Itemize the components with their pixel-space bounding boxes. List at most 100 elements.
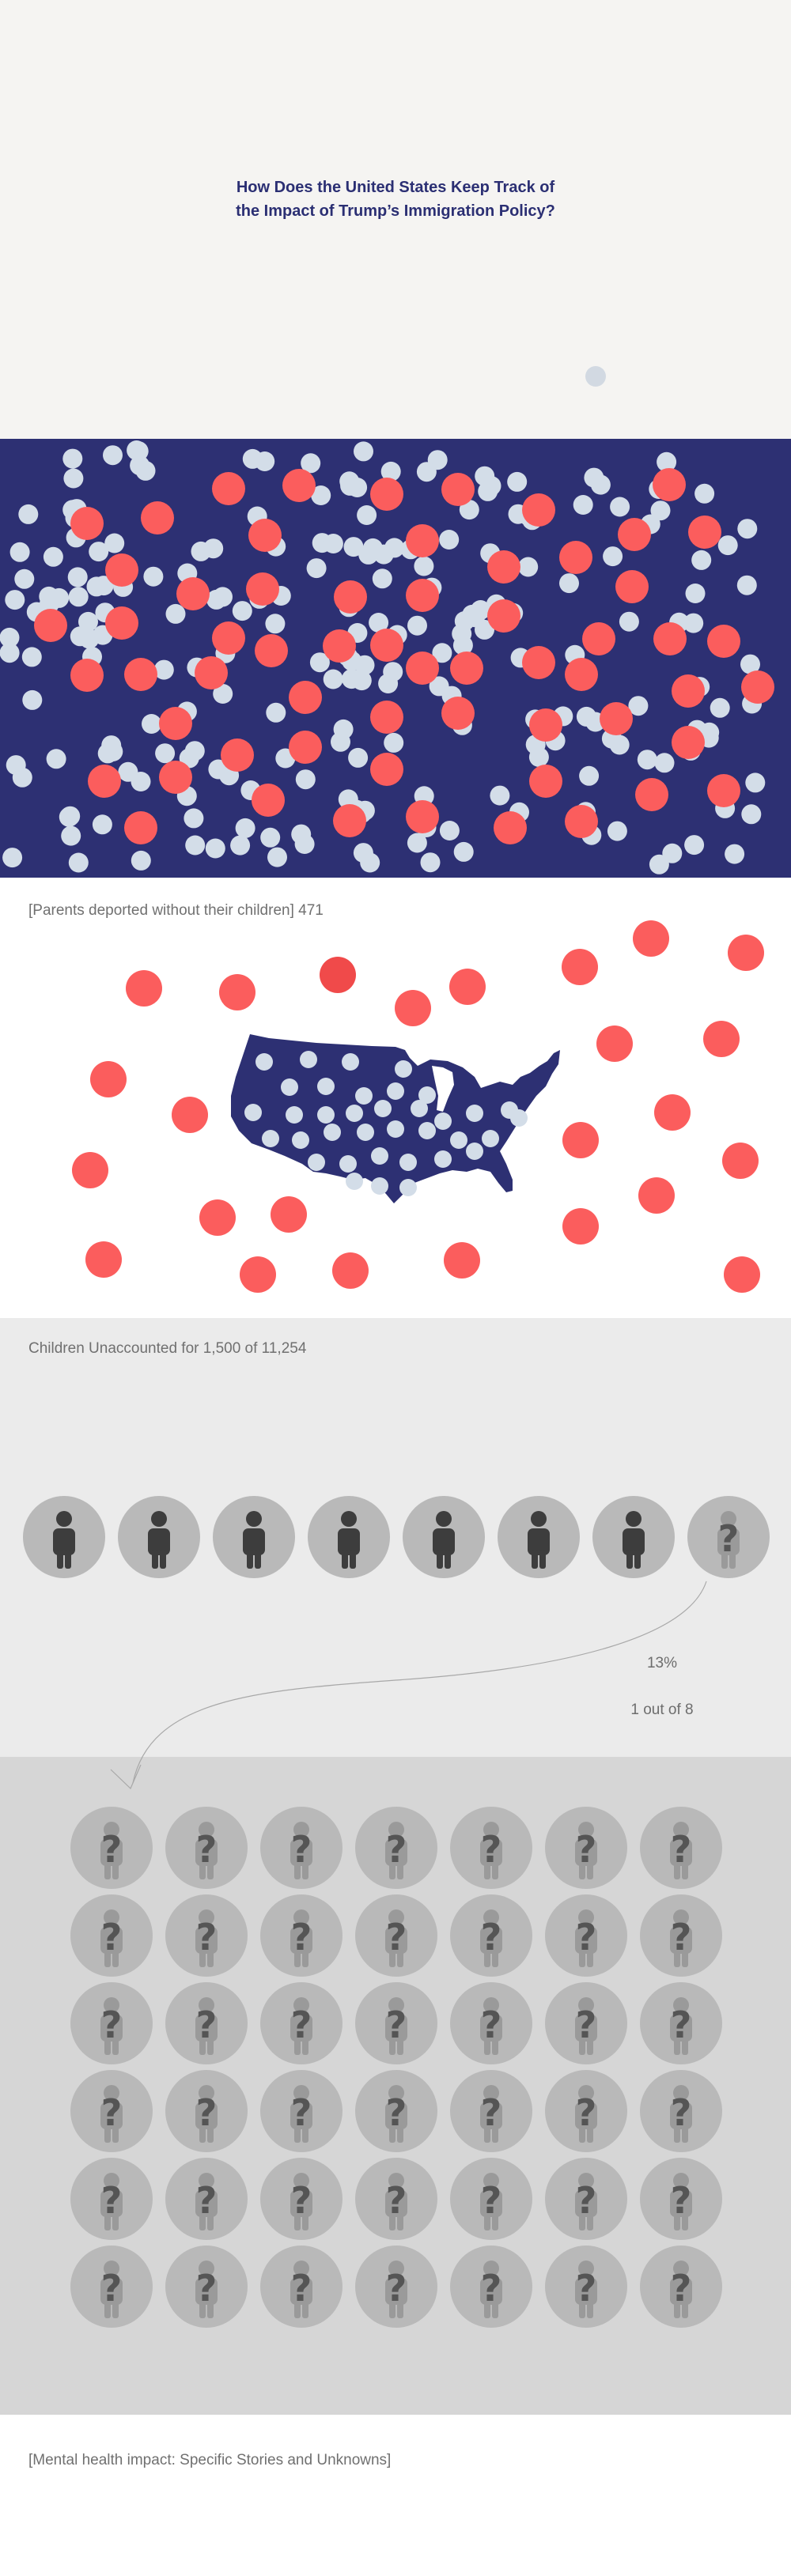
- unknown-child-icon: ?: [260, 2070, 343, 2152]
- coral-dot: [672, 726, 705, 759]
- light-dot: [21, 647, 42, 667]
- map-dot: [411, 1100, 428, 1117]
- unknown-child-icon: ?: [545, 2158, 627, 2240]
- svg-text:?: ?: [386, 2091, 407, 2134]
- light-dot: [662, 843, 683, 863]
- map-dot: [399, 1154, 417, 1171]
- light-dot: [143, 566, 164, 587]
- light-dot: [559, 573, 579, 594]
- light-dot: [61, 825, 81, 846]
- light-dot: [590, 474, 611, 495]
- light-dot: [384, 732, 404, 753]
- parent-dot: [72, 1152, 108, 1188]
- coral-dot: [212, 621, 245, 655]
- light-dot: [573, 495, 593, 515]
- light-dot: [657, 451, 677, 472]
- unknown-person-icon: ?: [100, 1822, 123, 1879]
- svg-text:?: ?: [386, 2004, 407, 2046]
- light-dot: [741, 804, 762, 825]
- map-dot: [387, 1120, 404, 1138]
- coral-dot: [282, 469, 316, 502]
- light-dot: [12, 767, 32, 788]
- map-inner-dots: [244, 1051, 528, 1196]
- map-dot: [482, 1130, 499, 1147]
- svg-text:?: ?: [386, 1828, 407, 1871]
- unknown-person-icon: ?: [670, 1822, 692, 1879]
- unknown-child-icon: ?: [545, 2246, 627, 2328]
- light-dot: [63, 468, 84, 489]
- light-dot: [142, 714, 161, 734]
- unknown-person-icon: ?: [100, 2261, 123, 2318]
- map-dot: [387, 1082, 404, 1100]
- unknown-child-icon: ?: [450, 2070, 532, 2152]
- light-dot: [323, 669, 343, 689]
- svg-text:?: ?: [671, 2267, 692, 2310]
- unknown-child-icon: ?: [545, 1982, 627, 2064]
- map-dot: [434, 1150, 452, 1168]
- stat-percent: 13%: [646, 1655, 678, 1671]
- map-dot: [450, 1131, 467, 1149]
- coral-dot: [105, 553, 138, 587]
- dot-field: [0, 440, 774, 874]
- unknown-child-icon: ?: [545, 1807, 627, 1889]
- light-dot: [717, 535, 738, 556]
- unknown-person-icon: ?: [670, 1909, 692, 1967]
- coral-dot: [255, 634, 288, 667]
- children-caption: Children Unaccounted for 1,500 of 11,254: [28, 1340, 307, 1357]
- map-dot: [346, 1105, 363, 1122]
- coral-dot: [565, 658, 598, 691]
- coral-dot: [88, 765, 121, 798]
- light-dot: [2, 848, 23, 868]
- coral-dot: [124, 811, 157, 844]
- light-dot: [153, 659, 174, 680]
- light-dot: [628, 696, 649, 716]
- unknown-child-icon: ?: [165, 1807, 248, 1889]
- coral-dot: [688, 516, 721, 549]
- svg-text:?: ?: [671, 2091, 692, 2134]
- light-dot: [92, 814, 112, 835]
- unknown-person-icon: ?: [100, 2173, 123, 2230]
- unknown-children-grid-section: ????????????????????????????????????????…: [0, 1757, 791, 2415]
- light-dot: [475, 619, 494, 640]
- light-dot: [407, 833, 427, 853]
- parent-dot: [722, 1143, 759, 1179]
- unknown-child-icon: ?: [450, 2158, 532, 2240]
- unknown-person-icon: ?: [385, 2085, 407, 2143]
- light-dot: [619, 611, 639, 632]
- unknown-child-icon: ?: [165, 2070, 248, 2152]
- unknown-person-icon: ?: [575, 2173, 597, 2230]
- unknown-child-icon: ?: [640, 2070, 722, 2152]
- light-dot: [46, 749, 66, 769]
- scroll-indicator-dot[interactable]: [585, 366, 606, 387]
- coral-dot: [618, 518, 651, 551]
- map-dot: [371, 1177, 388, 1195]
- accounted-child-icon: [403, 1496, 485, 1578]
- light-dot: [213, 587, 233, 607]
- unknown-person-icon: ?: [195, 1909, 218, 1967]
- unknown-person-icon: ?: [480, 1909, 502, 1967]
- svg-text:?: ?: [196, 1828, 218, 1871]
- light-dot: [185, 835, 206, 856]
- svg-text:?: ?: [101, 2267, 123, 2310]
- unknown-child-icon: ?: [640, 1894, 722, 1977]
- map-dot: [466, 1143, 483, 1160]
- light-dot: [128, 441, 149, 462]
- light-dot: [22, 689, 43, 710]
- unknown-person-icon: ?: [290, 2085, 312, 2143]
- light-dot: [155, 743, 176, 764]
- parent-dot: [219, 974, 255, 1010]
- light-dot: [439, 821, 460, 840]
- svg-text:?: ?: [481, 2179, 502, 2222]
- light-dot: [576, 706, 596, 727]
- svg-text:?: ?: [671, 2004, 692, 2046]
- light-dot: [104, 533, 125, 553]
- map-dot: [399, 1179, 417, 1196]
- children-section: Children Unaccounted for 1,500 of 11,254…: [0, 1318, 791, 1757]
- parent-dot: [703, 1021, 740, 1057]
- coral-dot: [615, 570, 649, 603]
- parent-dot: [633, 920, 669, 957]
- svg-text:?: ?: [718, 1517, 740, 1560]
- svg-text:?: ?: [576, 2004, 597, 2046]
- unknown-person-icon: ?: [480, 1997, 502, 2055]
- coral-dot: [159, 761, 192, 794]
